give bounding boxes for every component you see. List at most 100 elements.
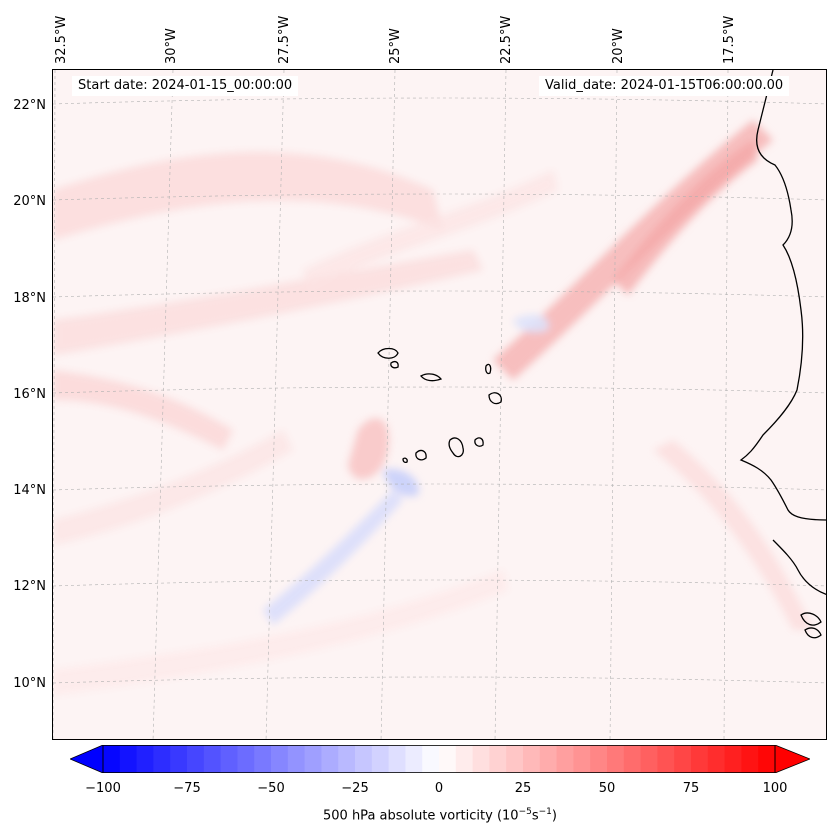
colorbar-extend-low <box>70 745 104 773</box>
negative-vorticity-patch <box>383 469 419 497</box>
positive-vorticity-band <box>303 170 558 290</box>
fogo-island <box>415 449 427 461</box>
colorbar-cell <box>523 745 541 773</box>
colorbar-tick: 50 <box>598 781 616 796</box>
africa-coastline <box>739 70 826 521</box>
colorbar-cell <box>136 745 154 773</box>
colorbar-cell <box>287 745 306 773</box>
colorbar-cells <box>103 745 776 773</box>
graticule <box>53 70 826 739</box>
colorbar-cell <box>691 745 709 773</box>
vorticity-field <box>53 120 813 695</box>
colorbar-cell <box>371 745 390 773</box>
colorbar-cell <box>254 745 272 773</box>
coast-islets <box>804 627 822 639</box>
colorbar-tick: −50 <box>257 781 285 796</box>
colorbar-cell <box>237 745 255 773</box>
colorbar-tick: −25 <box>341 781 369 796</box>
colorbar-cell <box>103 745 121 773</box>
positive-vorticity-streak <box>613 140 758 295</box>
colorbar-tick: 25 <box>514 781 532 796</box>
colorbar-cell <box>556 745 574 773</box>
colorbar-cell <box>355 745 373 773</box>
colorbar-cell <box>405 745 423 773</box>
colorbar-tick: 0 <box>434 781 444 796</box>
colorbar-cell <box>455 745 474 773</box>
colorbar-tick: −100 <box>85 781 121 796</box>
colorbar-cell <box>220 745 238 773</box>
lon-label-27-5w: 27.5°W <box>277 15 292 64</box>
colorbar-label: 500 hPa absolute vorticity (10−5s−1) <box>0 807 837 823</box>
colorbar-cell <box>203 745 222 773</box>
colorbar-cell <box>489 745 507 773</box>
colorbar-cell <box>422 745 440 773</box>
colorbar-extend-high <box>774 745 810 773</box>
lat-label-10n: 10°N <box>13 676 46 691</box>
colorbar-cell <box>153 745 171 773</box>
colorbar-cell <box>170 745 188 773</box>
positive-vorticity-band <box>53 370 233 450</box>
colorbar-cell <box>741 745 759 773</box>
colorbar-cell <box>304 745 322 773</box>
sal-island <box>485 363 492 375</box>
lat-label-12n: 12°N <box>13 579 46 594</box>
colorbar-cell <box>338 745 356 773</box>
colorbar-label-suffix: ) <box>551 808 557 824</box>
colorbar-cell <box>724 745 742 773</box>
colorbar-cell <box>657 745 675 773</box>
colorbar-label-exp2: −1 <box>538 807 552 817</box>
lon-label-32-5w: 32.5°W <box>54 15 69 64</box>
santiago-island <box>448 437 464 458</box>
colorbar-label-mid: s <box>531 808 539 824</box>
colorbar-cell <box>119 745 138 773</box>
colorbar-cell <box>187 745 205 773</box>
negative-vorticity-streak <box>263 490 403 625</box>
colorbar-label-prefix: 500 hPa absolute vorticity (10 <box>323 808 519 824</box>
colorbar-cell <box>439 745 457 773</box>
positive-vorticity-band <box>53 430 293 545</box>
colorbar-cell <box>590 745 608 773</box>
bijagos-islands <box>800 612 822 626</box>
colorbar-cell <box>674 745 692 773</box>
negative-vorticity-patch <box>513 314 549 333</box>
positive-vorticity-band <box>653 440 813 630</box>
africa-coastline-south <box>772 539 826 595</box>
positive-vorticity-band <box>53 570 508 695</box>
lon-label-22-5w: 22.5°W <box>499 15 514 64</box>
lat-label-18n: 18°N <box>13 291 46 306</box>
sao-vicente-island <box>390 360 399 369</box>
sao-nicolau-island <box>420 373 443 382</box>
maio-island <box>474 437 484 447</box>
lon-label-25w: 25°W <box>388 28 403 64</box>
colorbar-cell <box>758 745 776 773</box>
positive-vorticity-band <box>53 152 443 240</box>
positive-vorticity-band <box>53 250 483 355</box>
lat-label-16n: 16°N <box>13 387 46 402</box>
colorbar-tick: 100 <box>762 781 788 796</box>
colorbar-label-exp1: −5 <box>518 807 532 817</box>
colorbar-tick: 75 <box>682 781 700 796</box>
colorbar-cell <box>573 745 591 773</box>
colorbar-cell <box>506 745 524 773</box>
lat-label-20n: 20°N <box>13 194 46 209</box>
lat-label-22n: 22°N <box>13 98 46 113</box>
lon-label-17-5w: 17.5°W <box>722 15 737 64</box>
colorbar-tick: −75 <box>173 781 201 796</box>
lat-label-14n: 14°N <box>13 483 46 498</box>
colorbar-cell <box>623 745 642 773</box>
colorbar-cell <box>472 745 490 773</box>
coastline <box>739 70 826 639</box>
colorbar-cell <box>539 745 558 773</box>
positive-vorticity-patch <box>348 418 389 480</box>
lon-label-20w: 20°W <box>611 28 626 64</box>
start-date-label: Start date: 2024-01-15_00:00:00 <box>72 76 299 96</box>
boa-vista-island <box>488 392 502 405</box>
colorbar-cell <box>707 745 726 773</box>
colorbar-cell <box>271 745 289 773</box>
valid-date-label: Valid_date: 2024-01-15T06:00:00.00 <box>539 76 790 96</box>
vorticity-map <box>52 69 827 740</box>
santo-antao-island <box>377 347 399 359</box>
lon-label-30w: 30°W <box>164 28 179 64</box>
brava-island <box>402 457 408 464</box>
colorbar <box>70 745 810 773</box>
